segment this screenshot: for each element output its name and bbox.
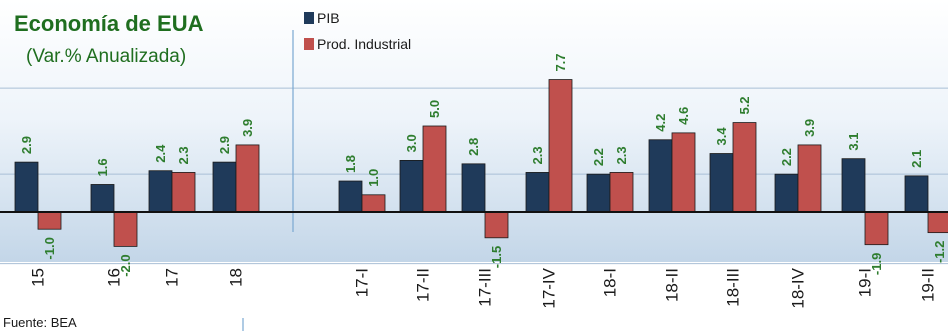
data-label-prod-industrial: 5.0: [427, 100, 442, 118]
data-label-pib: 2.3: [530, 146, 545, 164]
data-label-pib: 1.8: [343, 155, 358, 173]
bar-pib: [905, 176, 928, 212]
bar-pib: [339, 181, 362, 212]
source-note: Fuente: BEA: [3, 315, 77, 330]
bar-pib: [649, 140, 672, 212]
data-label-prod-industrial: 1.0: [366, 169, 381, 187]
data-label-pib: 3.0: [404, 134, 419, 152]
bar-pib: [710, 154, 733, 212]
chart-subtitle: (Var.% Anualizada): [26, 46, 186, 67]
data-label-pib: 2.9: [19, 136, 34, 154]
x-tick-label: 16: [105, 268, 124, 287]
data-label-pib: 2.2: [591, 148, 606, 166]
x-tick-label: 19-I: [856, 268, 875, 297]
x-tick-label: 17-II: [414, 268, 433, 302]
data-label-pib: 2.4: [153, 144, 168, 163]
legend-swatch-pib: [304, 12, 314, 24]
bar-pib: [91, 184, 114, 212]
bar-pib: [213, 162, 236, 212]
bar-prod-industrial: [423, 126, 446, 212]
data-label-pib: 2.9: [217, 136, 232, 154]
x-tick-label: 19-II: [919, 268, 938, 302]
bar-prod-industrial: [672, 133, 695, 212]
bar-pib: [15, 162, 38, 212]
data-label-pib: 2.8: [466, 138, 481, 156]
x-tick-label: 18-III: [724, 268, 743, 307]
bar-prod-industrial: [172, 172, 195, 212]
chart-title: Economía de EUA: [14, 11, 204, 36]
legend-label-prod-industrial: Prod. Industrial: [317, 36, 411, 52]
x-tick-label: 18: [227, 268, 246, 287]
x-tick-label: 18-I: [601, 268, 620, 297]
bar-pib: [462, 164, 485, 212]
bar-prod-industrial: [928, 212, 948, 233]
data-label-pib: 2.2: [779, 148, 794, 166]
x-tick-label: 18-IV: [789, 267, 808, 308]
bar-pib: [775, 174, 798, 212]
x-tick-label: 18-II: [663, 268, 682, 302]
bar-pib: [587, 174, 610, 212]
data-label-prod-industrial: 3.9: [802, 119, 817, 137]
bar-pib: [842, 159, 865, 212]
x-tick-label: 17-III: [476, 268, 495, 307]
bar-prod-industrial: [236, 145, 259, 212]
bar-pib: [526, 172, 549, 212]
data-label-prod-industrial: 3.9: [240, 119, 255, 137]
data-label-prod-industrial: 7.7: [553, 53, 568, 71]
data-label-prod-industrial: -1.2: [932, 241, 947, 263]
bar-prod-industrial: [798, 145, 821, 212]
legend-swatch-prod-industrial: [304, 38, 314, 50]
legend-label-pib: PIB: [317, 10, 340, 26]
bar-prod-industrial: [114, 212, 137, 246]
x-tick-label: 17: [163, 268, 182, 287]
data-label-pib: 4.2: [653, 114, 668, 132]
data-label-prod-industrial: -1.0: [42, 237, 57, 259]
x-tick-label: 17-I: [353, 268, 372, 297]
data-label-prod-industrial: 4.6: [676, 107, 691, 125]
data-label-prod-industrial: 2.3: [614, 146, 629, 164]
data-label-pib: 1.6: [95, 158, 110, 176]
x-tick-label: 15: [29, 268, 48, 287]
bar-prod-industrial: [733, 123, 756, 212]
bar-prod-industrial: [610, 172, 633, 212]
bar-prod-industrial: [38, 212, 61, 229]
bar-prod-industrial: [362, 195, 385, 212]
data-label-pib: 3.1: [846, 133, 861, 151]
data-label-prod-industrial: 2.3: [176, 146, 191, 164]
data-label-prod-industrial: 5.2: [737, 96, 752, 114]
bar-prod-industrial: [865, 212, 888, 245]
x-tick-label: 17-IV: [540, 267, 559, 308]
data-label-pib: 2.1: [909, 150, 924, 168]
data-label-prod-industrial: -1.5: [489, 246, 504, 268]
bar-prod-industrial: [549, 80, 572, 212]
bar-pib: [149, 171, 172, 212]
data-label-pib: 3.4: [714, 127, 729, 146]
bar-pib: [400, 160, 423, 212]
bar-prod-industrial: [485, 212, 508, 238]
